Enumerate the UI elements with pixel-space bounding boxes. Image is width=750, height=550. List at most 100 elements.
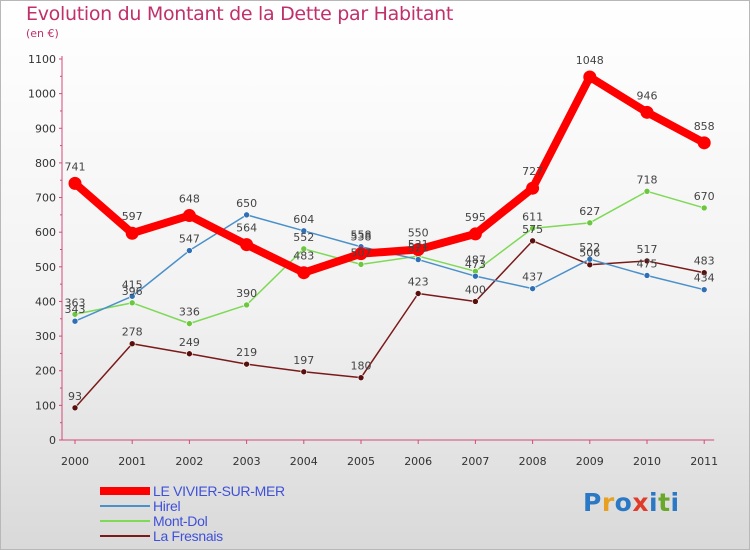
y-tick-label: 900 bbox=[35, 122, 56, 135]
data-point bbox=[186, 320, 193, 327]
series-le-vivier-sur-mer bbox=[68, 70, 711, 280]
data-point bbox=[243, 211, 250, 219]
data-label: 400 bbox=[465, 283, 486, 296]
data-point bbox=[643, 257, 651, 265]
legend-label: La Fresnais bbox=[153, 528, 223, 544]
legend-label: LE VIVIER-SUR-MER bbox=[153, 483, 285, 499]
y-tick-label: 1000 bbox=[28, 88, 56, 101]
series-line bbox=[74, 240, 705, 409]
logo-letter: i bbox=[649, 488, 659, 517]
data-point bbox=[357, 261, 365, 268]
data-label: 483 bbox=[694, 255, 715, 268]
data-point bbox=[71, 310, 79, 318]
data-point bbox=[643, 272, 651, 279]
data-point bbox=[68, 176, 82, 190]
data-point bbox=[583, 70, 597, 84]
data-point bbox=[472, 272, 479, 280]
data-label: 858 bbox=[694, 120, 715, 133]
data-point bbox=[297, 266, 311, 280]
data-label: 552 bbox=[293, 231, 314, 244]
data-label: 650 bbox=[236, 197, 257, 210]
data-label: 547 bbox=[179, 233, 200, 246]
data-label: 180 bbox=[351, 360, 372, 373]
legend-swatch bbox=[100, 520, 150, 522]
data-point bbox=[700, 286, 708, 293]
data-label: 336 bbox=[179, 306, 200, 319]
chart-subtitle: (en €) bbox=[26, 27, 59, 40]
data-point bbox=[414, 256, 422, 263]
data-point bbox=[529, 225, 536, 232]
data-label: 483 bbox=[293, 250, 314, 263]
data-label: 611 bbox=[522, 210, 543, 223]
y-tick-label: 100 bbox=[35, 399, 56, 412]
data-point bbox=[529, 237, 536, 245]
y-tick-label: 800 bbox=[35, 157, 56, 170]
data-point bbox=[128, 299, 136, 307]
x-tick-label: 2008 bbox=[519, 455, 547, 468]
legend-swatch bbox=[100, 487, 150, 495]
data-label: 197 bbox=[293, 354, 314, 367]
data-point bbox=[354, 247, 368, 261]
x-tick-label: 2004 bbox=[290, 455, 318, 468]
legend-label: Mont-Dol bbox=[153, 513, 208, 529]
y-tick-label: 200 bbox=[35, 365, 56, 378]
data-label: 517 bbox=[637, 243, 658, 256]
data-point bbox=[357, 374, 365, 381]
y-tick-label: 700 bbox=[35, 192, 56, 205]
data-point bbox=[411, 243, 425, 256]
data-label: 249 bbox=[179, 336, 200, 349]
y-tick-label: 600 bbox=[35, 226, 56, 239]
data-label: 522 bbox=[579, 241, 600, 254]
data-label: 278 bbox=[122, 326, 143, 339]
data-label: 597 bbox=[122, 210, 143, 223]
data-label: 550 bbox=[408, 227, 429, 240]
data-point bbox=[700, 204, 708, 212]
data-point bbox=[128, 292, 136, 300]
data-label: 390 bbox=[236, 287, 257, 300]
y-tick-label: 1100 bbox=[28, 53, 56, 66]
data-label: 741 bbox=[65, 160, 86, 173]
logo-letter: P bbox=[583, 488, 602, 517]
series-line bbox=[74, 190, 705, 325]
data-label: 437 bbox=[522, 271, 543, 284]
data-label: 718 bbox=[637, 173, 658, 186]
proxiti-logo: Proxiti bbox=[583, 488, 680, 517]
legend-swatch bbox=[100, 505, 150, 507]
data-point bbox=[243, 301, 250, 309]
data-label: 219 bbox=[236, 346, 257, 359]
data-point bbox=[643, 188, 651, 195]
data-point bbox=[414, 290, 422, 297]
data-point bbox=[640, 105, 654, 119]
logo-letter: x bbox=[632, 488, 649, 517]
data-label: 627 bbox=[579, 205, 600, 218]
data-label: 423 bbox=[408, 275, 429, 288]
chart-title: Evolution du Montant de la Dette par Hab… bbox=[26, 3, 454, 25]
data-point bbox=[697, 136, 711, 150]
x-tick-label: 2007 bbox=[461, 455, 489, 468]
data-label: 595 bbox=[465, 211, 486, 224]
y-tick-label: 0 bbox=[49, 434, 56, 447]
data-point bbox=[700, 269, 708, 277]
data-point bbox=[186, 247, 193, 254]
data-label: 531 bbox=[408, 238, 429, 251]
series-la-fresnais bbox=[71, 237, 708, 412]
data-label: 521 bbox=[408, 242, 429, 255]
y-tick-label: 300 bbox=[35, 330, 56, 343]
data-point bbox=[240, 238, 254, 252]
data-label: 507 bbox=[351, 246, 372, 259]
logo-letter: i bbox=[670, 488, 680, 517]
x-tick-label: 2003 bbox=[233, 455, 261, 468]
data-label: 604 bbox=[293, 213, 314, 226]
logo-letter: t bbox=[658, 488, 671, 517]
legend-label: Hirel bbox=[153, 498, 181, 514]
data-label: 434 bbox=[694, 272, 715, 285]
x-tick-label: 2001 bbox=[118, 455, 146, 468]
data-label: 946 bbox=[637, 89, 658, 102]
data-label: 343 bbox=[65, 303, 86, 316]
series-line bbox=[74, 214, 705, 322]
data-point bbox=[586, 255, 594, 263]
data-point bbox=[586, 219, 594, 227]
data-point bbox=[529, 285, 536, 292]
logo-letter: r bbox=[601, 488, 615, 517]
